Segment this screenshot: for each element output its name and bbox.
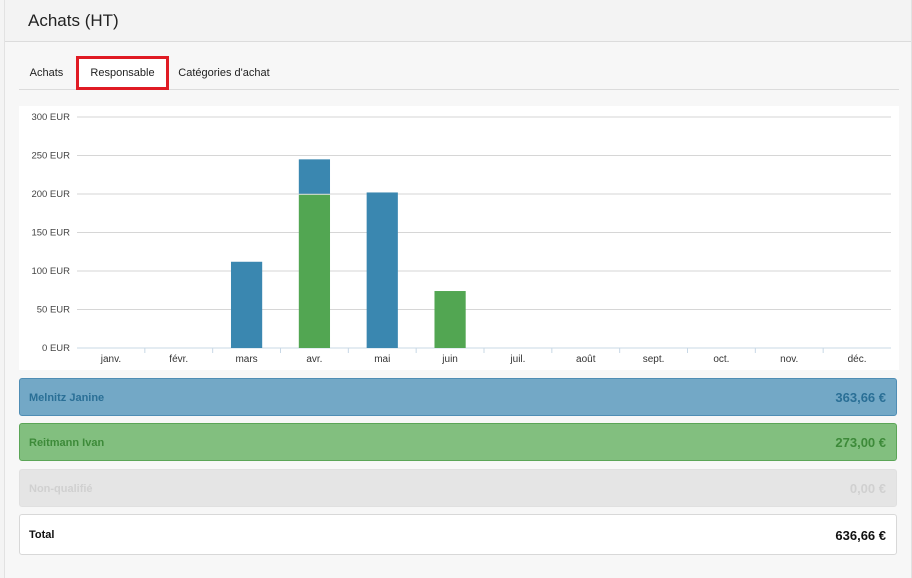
x-tick-label: août — [576, 354, 596, 365]
y-tick-label: 200 EUR — [31, 189, 70, 200]
purchases-chart: 0 EUR 50 EUR 100 EUR 150 EUR 200 EUR 250 EUR 3… — [31, 112, 891, 365]
y-tick-label: 300 EUR — [31, 112, 70, 123]
y-tick-label: 150 EUR — [31, 228, 70, 239]
bar-blue-avr — [298, 159, 331, 194]
y-tick-label: 100 EUR — [31, 266, 70, 277]
total-row-total: Total 636,66 € — [19, 514, 897, 555]
y-tick-label: 0 EUR — [42, 343, 70, 354]
purchases-panel: Achats (HT) Achats Responsable Catégorie… — [4, 0, 912, 578]
tab-responsable[interactable]: Responsable — [76, 56, 169, 90]
x-tick-label: sept. — [643, 354, 665, 365]
y-tick-label: 50 EUR — [37, 305, 70, 316]
row-name: Melnitz Janine — [29, 392, 105, 404]
row-amount: 273,00 € — [835, 435, 886, 450]
row-name: Reitmann Ivan — [29, 437, 105, 449]
row-amount: 636,66 € — [835, 528, 886, 543]
x-tick-label: oct. — [713, 354, 729, 365]
page-title: Achats (HT) — [28, 11, 119, 30]
x-tick-label: nov. — [780, 354, 798, 365]
panel-header: Achats (HT) — [5, 0, 911, 42]
x-tick-label: janv. — [100, 354, 121, 365]
x-tick-label: févr. — [169, 354, 188, 365]
bar-green-avr — [298, 194, 331, 348]
bar-blue-mars — [230, 261, 263, 348]
x-tick-label: mars — [235, 354, 257, 365]
total-row-reitmann[interactable]: Reitmann Ivan 273,00 € — [19, 423, 897, 461]
x-tick-label: avr. — [306, 354, 322, 365]
x-tick-label: mai — [374, 354, 390, 365]
tab-categories[interactable]: Catégories d'achat — [178, 67, 270, 79]
x-tick-label: juin — [441, 354, 458, 365]
row-amount: 363,66 € — [835, 390, 886, 405]
bar-green-juin — [434, 291, 466, 348]
tab-bar: Achats Responsable Catégories d'achat — [19, 56, 899, 90]
row-name: Non-qualifié — [29, 483, 93, 495]
total-row-melnitz[interactable]: Melnitz Janine 363,66 € — [19, 378, 897, 416]
tab-achats[interactable]: Achats — [29, 67, 64, 79]
y-tick-label: 250 EUR — [31, 151, 70, 162]
row-amount: 0,00 € — [849, 481, 886, 496]
total-row-unqualified[interactable]: Non-qualifié 0,00 € — [19, 469, 897, 507]
x-tick-label: déc. — [848, 354, 867, 365]
x-tick-label: juil. — [509, 354, 525, 365]
row-name: Total — [29, 529, 55, 541]
chart-container: 0 EUR 50 EUR 100 EUR 150 EUR 200 EUR 250 EUR 3… — [19, 106, 899, 370]
bar-blue-mai — [366, 192, 398, 348]
